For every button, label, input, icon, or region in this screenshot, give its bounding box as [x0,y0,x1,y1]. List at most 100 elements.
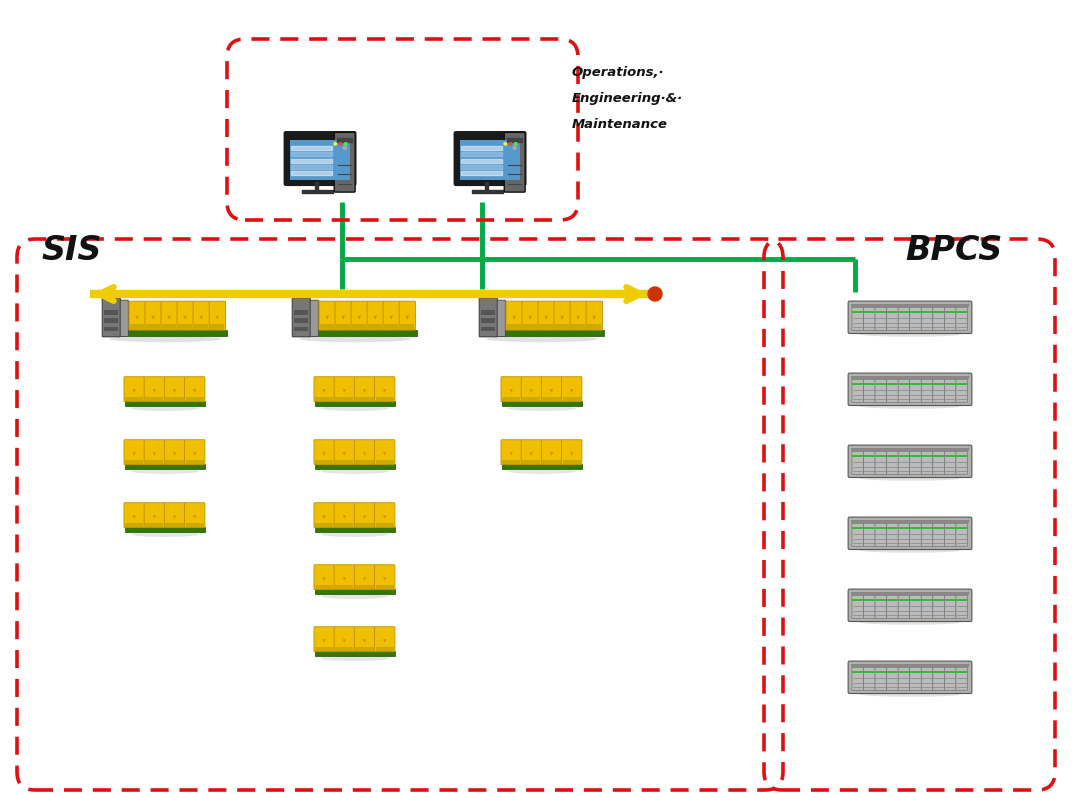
FancyBboxPatch shape [863,452,875,474]
Bar [853,527,863,530]
Circle shape [648,287,662,301]
Bar [356,461,373,464]
FancyBboxPatch shape [921,523,933,546]
Bar [460,140,520,179]
Bar [294,326,308,331]
FancyBboxPatch shape [120,300,129,337]
FancyBboxPatch shape [886,523,898,546]
FancyBboxPatch shape [875,668,886,690]
FancyBboxPatch shape [177,301,194,330]
Polygon shape [343,515,346,518]
Ellipse shape [131,468,199,474]
FancyBboxPatch shape [910,380,922,403]
Ellipse shape [109,336,221,342]
FancyBboxPatch shape [501,440,522,464]
Polygon shape [132,515,136,518]
FancyBboxPatch shape [898,307,910,330]
Polygon shape [383,639,386,642]
Polygon shape [322,639,326,642]
Bar [502,398,520,401]
Bar [146,324,160,330]
Bar [481,318,496,323]
Polygon shape [322,389,326,392]
Bar [850,592,969,595]
FancyBboxPatch shape [898,523,910,546]
Bar [162,324,176,330]
Ellipse shape [486,336,597,342]
FancyBboxPatch shape [852,596,863,619]
FancyBboxPatch shape [875,523,886,546]
FancyBboxPatch shape [374,626,395,652]
Bar [315,523,333,527]
Bar [875,672,886,673]
Circle shape [340,143,342,145]
FancyBboxPatch shape [522,301,539,330]
FancyBboxPatch shape [848,373,972,406]
FancyBboxPatch shape [910,596,922,619]
FancyBboxPatch shape [910,523,922,546]
Bar [899,384,909,385]
FancyBboxPatch shape [852,452,863,474]
FancyBboxPatch shape [374,503,395,528]
Polygon shape [362,515,367,518]
Bar [865,384,874,385]
Ellipse shape [320,406,390,411]
FancyBboxPatch shape [886,668,898,690]
Bar [179,324,193,330]
Bar [290,140,349,179]
FancyBboxPatch shape [541,376,562,402]
FancyBboxPatch shape [921,452,933,474]
FancyBboxPatch shape [910,668,922,690]
Bar [375,398,394,401]
Bar [145,461,163,464]
Bar [104,326,118,331]
Bar [293,330,417,336]
Bar [356,585,373,589]
Polygon shape [173,515,176,518]
Bar [375,461,394,464]
Bar [375,585,394,589]
Bar [875,599,886,601]
Polygon shape [343,577,346,580]
Bar [899,311,909,314]
Ellipse shape [320,468,390,474]
FancyBboxPatch shape [314,565,334,590]
Bar [294,310,308,314]
Polygon shape [322,577,326,580]
Bar [315,647,333,651]
Bar [335,647,354,651]
Bar [956,384,967,385]
Bar [945,384,955,385]
FancyBboxPatch shape [311,300,318,337]
Bar [130,324,144,330]
Ellipse shape [859,403,961,409]
FancyBboxPatch shape [292,298,311,337]
Polygon shape [341,316,345,320]
Bar [922,672,933,673]
Bar [539,324,553,330]
Polygon shape [529,453,533,456]
Bar [356,647,373,651]
FancyBboxPatch shape [921,380,933,403]
FancyBboxPatch shape [848,445,972,477]
Bar [124,401,206,406]
Bar [910,456,921,457]
Bar [934,527,944,530]
FancyBboxPatch shape [933,668,945,690]
Bar [523,398,540,401]
FancyBboxPatch shape [875,452,886,474]
Bar [186,523,203,527]
FancyBboxPatch shape [848,517,972,549]
FancyBboxPatch shape [955,596,967,619]
Bar [875,384,886,385]
Circle shape [344,143,347,145]
FancyBboxPatch shape [367,301,383,330]
Bar [480,330,604,336]
FancyBboxPatch shape [898,668,910,690]
Bar [922,384,933,385]
FancyBboxPatch shape [354,503,374,528]
FancyBboxPatch shape [852,523,863,546]
Bar [166,523,184,527]
FancyBboxPatch shape [898,596,910,619]
Circle shape [510,143,512,145]
